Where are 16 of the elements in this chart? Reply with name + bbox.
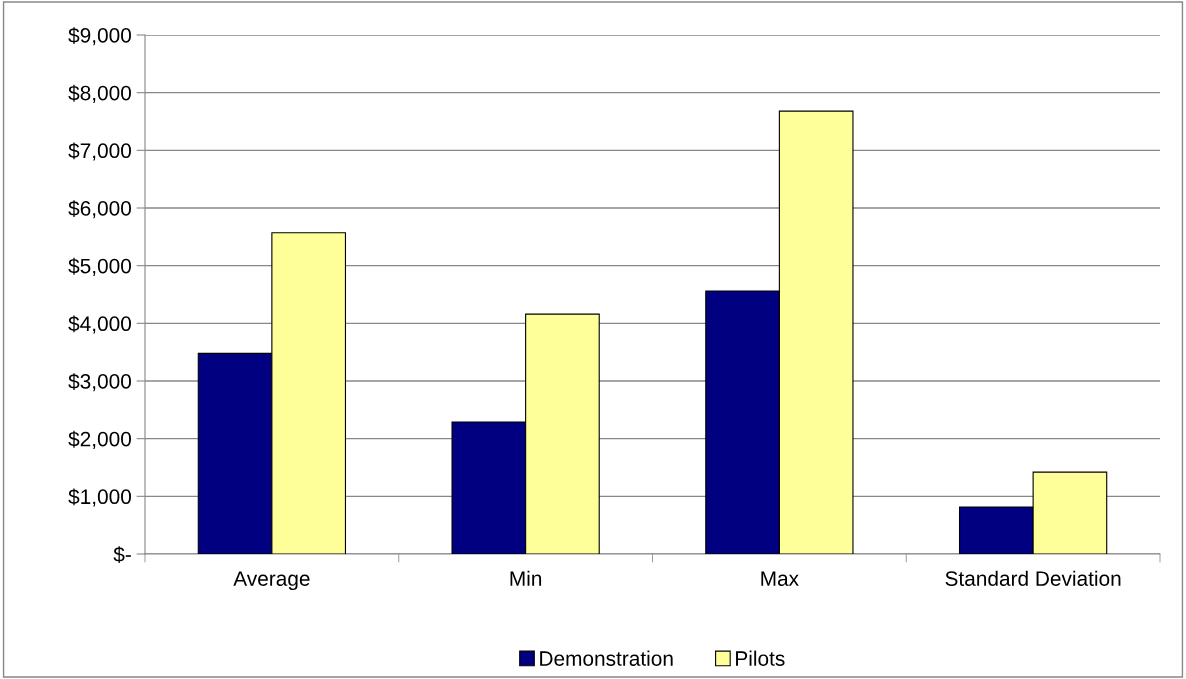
y-tick-label: $5,000 [68,257,131,276]
y-tick-label: $7,000 [68,142,131,161]
x-tick-label: Min [510,570,542,586]
y-tick-label: $4,000 [68,315,131,334]
y-tick-label: $1,000 [68,488,131,507]
y-tick-label: $8,000 [68,84,131,103]
x-tick-label: Standard Deviation [945,570,1121,586]
y-tick-label: $- [113,546,131,563]
y-tick-label: $9,000 [68,27,131,46]
y-tick-label: $6,000 [68,200,131,219]
y-tick-label: $3,000 [68,373,131,392]
x-tick-label: Max [761,571,799,586]
legend-label: Pilots [736,650,785,666]
x-tick-label: Average [233,571,310,591]
legend-label: Demonstration [540,650,673,666]
y-tick-label: $2,000 [68,430,131,449]
